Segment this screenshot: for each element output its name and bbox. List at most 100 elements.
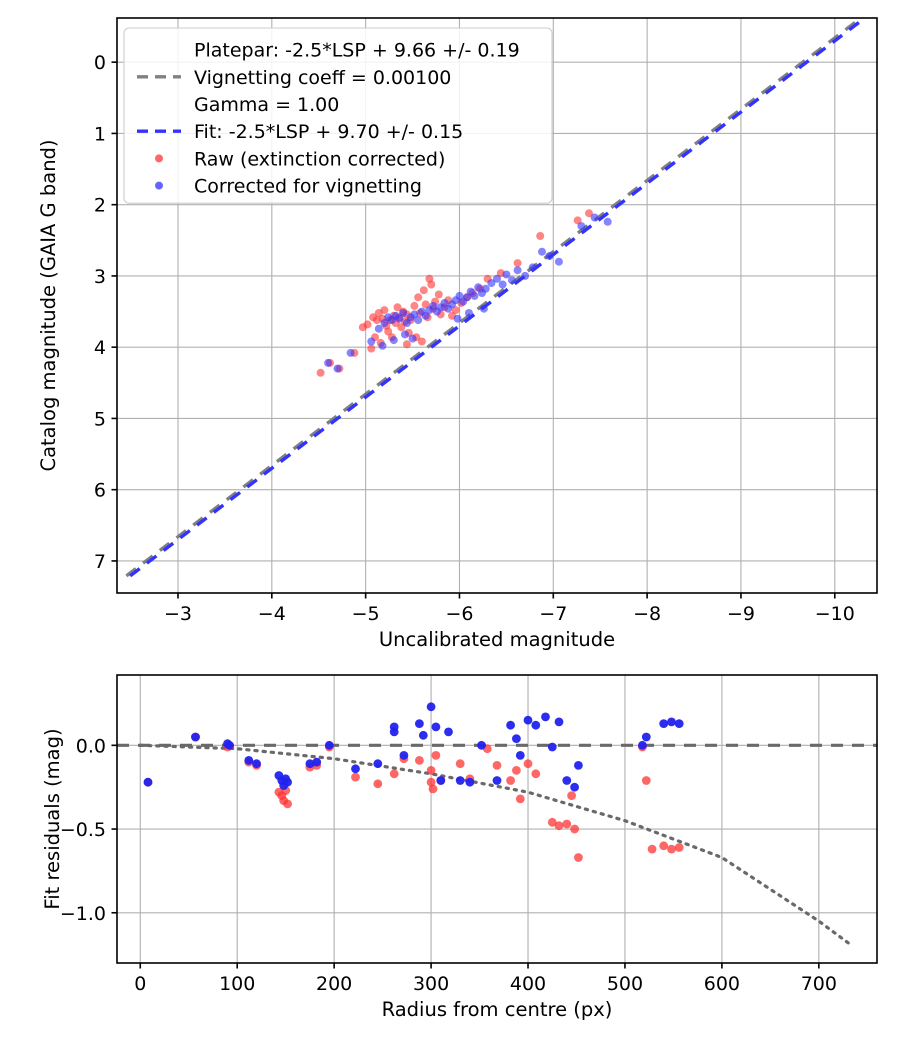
data-point — [538, 247, 546, 256]
axis-frame — [116, 674, 878, 964]
data-point — [414, 316, 423, 325]
data-point — [434, 290, 443, 299]
data-point — [252, 759, 261, 769]
data-point — [440, 299, 449, 307]
legend-item[interactable]: Platepar: -2.5*LSP + 9.66 +/- 0.19 — [194, 40, 520, 62]
data-point — [324, 740, 334, 750]
data-point — [426, 766, 436, 775]
legend-item[interactable]: Gamma = 1.00 — [194, 94, 339, 116]
y-tick-label: −1.0 — [60, 903, 106, 925]
data-point — [674, 843, 684, 852]
data-point — [415, 719, 424, 728]
data-point — [389, 727, 399, 737]
data-point — [384, 327, 393, 336]
data-point — [506, 720, 515, 730]
data-point — [455, 759, 465, 769]
data-point — [570, 782, 579, 792]
legend-item[interactable]: Raw (extinction corrected) — [155, 148, 445, 170]
data-point — [346, 348, 355, 357]
data-point — [562, 819, 572, 829]
data-point — [474, 283, 483, 292]
x-tick-label: 600 — [704, 973, 740, 995]
data-point — [373, 759, 383, 769]
data-point — [667, 717, 676, 727]
data-point — [523, 759, 533, 769]
vignetting-model-curve — [138, 743, 855, 948]
data-point — [498, 280, 507, 289]
data-point — [421, 311, 430, 320]
data-point — [512, 766, 521, 775]
x-tick-label: −3 — [164, 603, 192, 625]
x-tick-label: −5 — [352, 603, 380, 625]
legend-item-label: Raw (extinction corrected) — [194, 148, 445, 170]
data-point — [531, 720, 541, 730]
data-point — [455, 291, 464, 300]
x-axis-title: Radius from centre (px) — [382, 998, 613, 1021]
trend-line-platepar — [125, 18, 864, 578]
x-tick-label: −7 — [539, 603, 567, 625]
data-point — [444, 727, 453, 737]
data-point — [380, 306, 389, 315]
data-point — [545, 252, 554, 260]
data-point — [554, 717, 564, 727]
data-point — [477, 740, 486, 750]
axis-frame — [116, 17, 878, 594]
legend-item[interactable]: Corrected for vignetting — [155, 176, 422, 198]
data-point — [373, 779, 383, 789]
data-point — [225, 740, 234, 750]
panel-photometric-calibration: −3 −4 −5 −6 −7 −8 −9 −10 0 1 2 3 4 5 6 7 Uncalibrated ma… — [37, 17, 878, 651]
data-point — [426, 777, 436, 787]
data-point — [638, 740, 647, 750]
data-point — [470, 291, 479, 300]
data-point — [641, 732, 651, 742]
data-point — [283, 799, 292, 809]
data-point — [536, 232, 545, 240]
x-tick-label: 0 — [134, 973, 146, 995]
data-point — [574, 761, 583, 770]
data-point — [465, 777, 475, 787]
legend-box — [123, 27, 553, 204]
data-point — [428, 784, 438, 794]
y-tick-label: 1 — [94, 123, 106, 145]
legend-marker-raw-dot — [155, 154, 163, 163]
legend-item-label: Platepar: -2.5*LSP + 9.66 +/- 0.19 — [194, 40, 520, 62]
series-raw — [316, 209, 593, 377]
data-point — [674, 719, 684, 728]
panel-fit-residuals: 0 100 200 300 400 500 600 700 0.0 −0.5 −1.0 Radius … — [41, 674, 878, 1021]
x-tick-label: 100 — [219, 973, 255, 995]
data-point — [351, 764, 360, 774]
data-point — [367, 337, 376, 346]
data-point — [410, 310, 419, 319]
data-point — [374, 324, 383, 333]
legend-item-label: Fit: -2.5*LSP + 9.70 +/- 0.15 — [194, 121, 463, 143]
y-tick-label: 0.0 — [76, 735, 106, 757]
data-point — [641, 776, 651, 785]
data-point — [464, 309, 473, 317]
data-point — [429, 301, 438, 310]
y-tick-label: −0.5 — [60, 819, 106, 841]
data-point — [426, 702, 436, 712]
data-point — [547, 742, 557, 752]
data-point — [493, 274, 501, 283]
data-point — [312, 757, 322, 767]
y-axis-title: Fit residuals (mag) — [41, 728, 64, 909]
data-point — [562, 776, 572, 785]
data-point — [401, 330, 409, 339]
data-point — [528, 263, 537, 272]
data-point — [324, 358, 333, 367]
legend-item[interactable]: Vignetting coeff = 0.00100 — [137, 67, 451, 89]
data-point — [363, 320, 372, 329]
data-point — [421, 300, 430, 309]
data-point — [513, 266, 522, 275]
data-point — [378, 341, 387, 350]
data-point — [283, 777, 292, 787]
data-point — [143, 777, 153, 787]
series-corrected — [143, 702, 684, 792]
plot-content — [117, 702, 877, 948]
data-point — [492, 776, 502, 785]
data-point — [603, 217, 612, 226]
data-point — [554, 257, 563, 266]
legend-item[interactable]: Fit: -2.5*LSP + 9.70 +/- 0.15 — [137, 121, 463, 143]
data-point — [508, 276, 516, 285]
data-point — [351, 772, 360, 782]
